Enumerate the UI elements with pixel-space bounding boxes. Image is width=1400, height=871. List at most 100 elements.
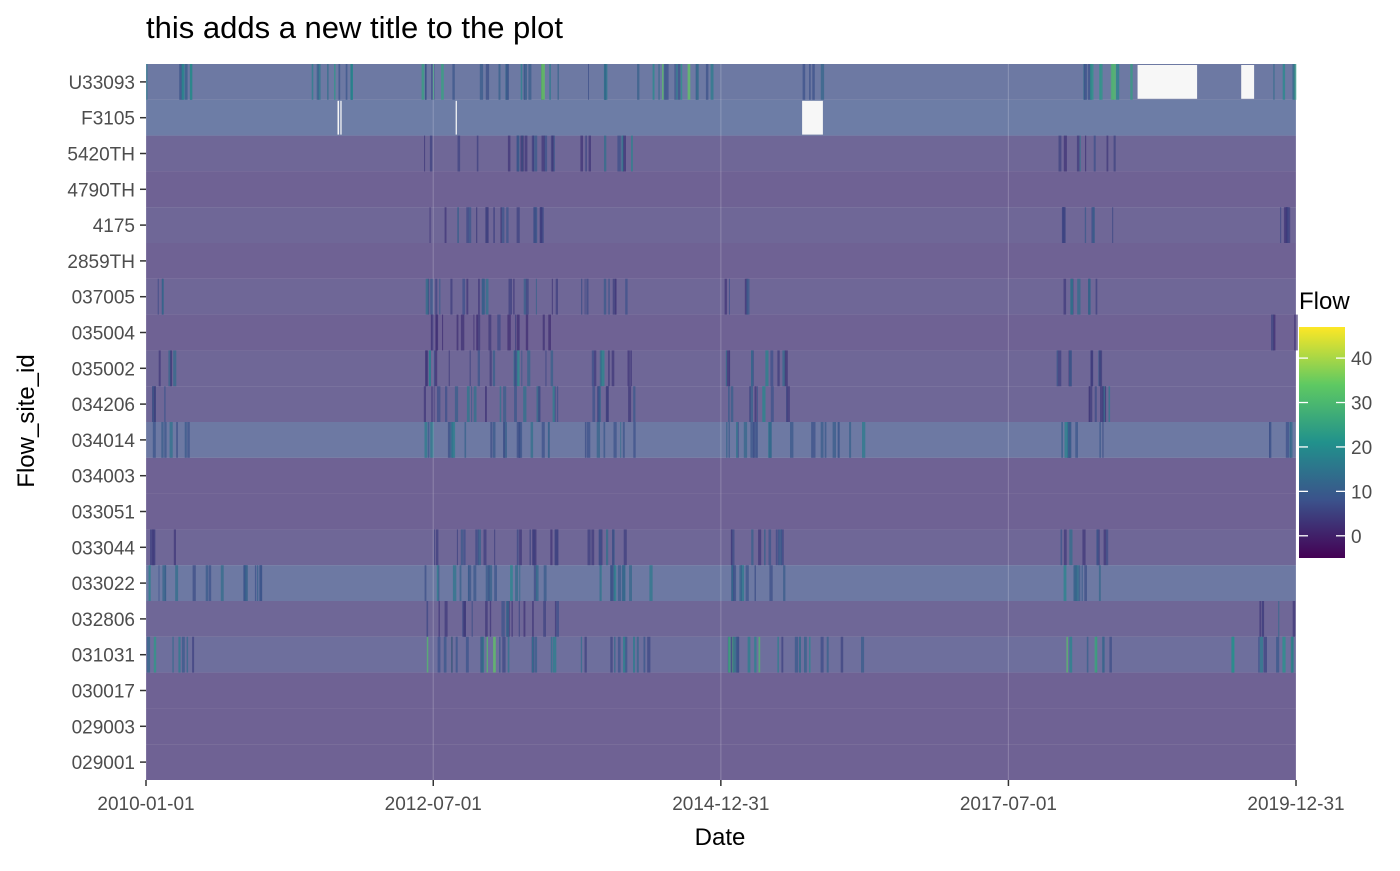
heatmap-cell	[423, 386, 426, 422]
heatmap-cell	[327, 64, 329, 100]
heatmap-row	[146, 636, 1296, 673]
heatmap-cell	[150, 529, 153, 566]
heatmap-cell	[731, 565, 733, 601]
heatmap-cell	[696, 64, 699, 100]
heatmap-cell	[535, 565, 538, 601]
heatmap-cell	[1102, 386, 1105, 422]
heatmap-cell	[184, 64, 188, 100]
heatmap-cell	[781, 529, 784, 566]
heatmap-cell	[162, 278, 164, 315]
heatmap-cell	[605, 386, 609, 422]
heatmap-cell	[621, 565, 626, 601]
heatmap-cell	[517, 314, 520, 351]
heatmap-cell	[630, 350, 632, 387]
heatmap-row	[146, 565, 1296, 601]
heatmap-cell	[612, 529, 614, 566]
y-tick-label: 031031	[72, 646, 135, 667]
heatmap-cell	[421, 64, 425, 100]
heatmap-cell	[1060, 529, 1063, 566]
heatmap-cell	[838, 422, 840, 458]
heatmap-cell	[1100, 386, 1103, 422]
heatmap-cell	[520, 64, 523, 100]
heatmap-cell	[617, 135, 621, 172]
heatmap-cell	[794, 636, 799, 673]
heatmap-cell	[1063, 529, 1067, 566]
chart-title: this adds a new title to the plot	[146, 10, 563, 45]
heatmap-cell	[181, 64, 185, 100]
y-tick-label: 029001	[72, 753, 135, 774]
y-axis-label: Flow_site_id	[13, 354, 40, 487]
heatmap-cell	[633, 636, 636, 673]
heatmap-cell	[473, 386, 477, 422]
heatmap-cell	[1110, 64, 1114, 100]
heatmap-cell	[437, 636, 441, 673]
heatmap-cell	[460, 314, 465, 351]
heatmap-cell	[516, 135, 520, 172]
heatmap-cell	[746, 278, 750, 315]
heatmap-cell	[1116, 64, 1120, 100]
missing-data-cell	[340, 100, 342, 135]
heatmap-cell	[432, 64, 434, 100]
heatmap-cell	[451, 422, 456, 458]
heatmap-cell	[451, 636, 453, 673]
heatmap-row	[146, 493, 1296, 530]
heatmap-cell	[1073, 565, 1076, 601]
missing-data-cell	[337, 100, 340, 135]
heatmap-cell	[758, 529, 762, 566]
heatmap-cell	[603, 278, 607, 315]
heatmap-cell	[473, 565, 477, 601]
heatmap-cell	[425, 350, 428, 387]
heatmap-cell	[518, 601, 520, 637]
heatmap-cell	[532, 636, 534, 673]
heatmap-cell	[208, 565, 212, 601]
heatmap-row-base	[146, 565, 1296, 601]
y-tick-label: 030017	[72, 682, 135, 703]
heatmap-cell	[192, 565, 196, 601]
heatmap-cell	[606, 529, 609, 566]
heatmap-cell	[505, 64, 509, 100]
heatmap-cell	[756, 386, 758, 422]
heatmap-cell	[494, 565, 497, 601]
heatmap-cell	[551, 278, 553, 315]
heatmap-cell	[1293, 64, 1297, 100]
heatmap-cell	[427, 422, 430, 458]
heatmap-cell	[861, 636, 865, 673]
y-tick-label: 029003	[72, 717, 135, 738]
heatmap-cell	[425, 64, 427, 100]
heatmap-cell	[1058, 135, 1062, 172]
heatmap-cell	[744, 278, 748, 315]
heatmap-cell	[832, 422, 836, 458]
heatmap-row	[146, 457, 1296, 494]
heatmap-cell	[454, 386, 459, 422]
heatmap-cell	[518, 207, 520, 243]
heatmap-cell	[790, 422, 794, 458]
heatmap-cell	[649, 565, 653, 601]
heatmap-cell	[754, 565, 756, 601]
heatmap-cell	[555, 278, 558, 315]
heatmap-cell	[809, 636, 811, 673]
heatmap-cell	[548, 314, 551, 351]
heatmap-cell	[1093, 135, 1096, 172]
heatmap-cell	[765, 350, 769, 387]
heatmap-cell	[523, 386, 527, 422]
y-tick-label: 034014	[72, 431, 136, 452]
heatmap-cell	[613, 422, 617, 458]
heatmap-cell	[1098, 565, 1101, 601]
heatmap-cell	[519, 422, 523, 458]
heatmap-cell	[543, 601, 546, 637]
heatmap-row	[146, 278, 1296, 315]
heatmap-cell	[534, 636, 538, 673]
plot-panel	[145, 64, 1298, 780]
heatmap-cell	[451, 422, 454, 458]
heatmap-cell	[465, 636, 469, 673]
heatmap-row-base	[146, 422, 1296, 458]
heatmap-cell	[614, 565, 617, 601]
heatmap-cell	[840, 636, 844, 673]
heatmap-cell	[1102, 386, 1106, 422]
heatmap-cell	[598, 529, 602, 566]
heatmap-cell	[1074, 565, 1078, 601]
heatmap-cell	[515, 314, 517, 351]
heatmap-cell	[591, 529, 595, 566]
heatmap-cell	[586, 278, 589, 315]
y-tick-label: 2859TH	[67, 252, 135, 273]
